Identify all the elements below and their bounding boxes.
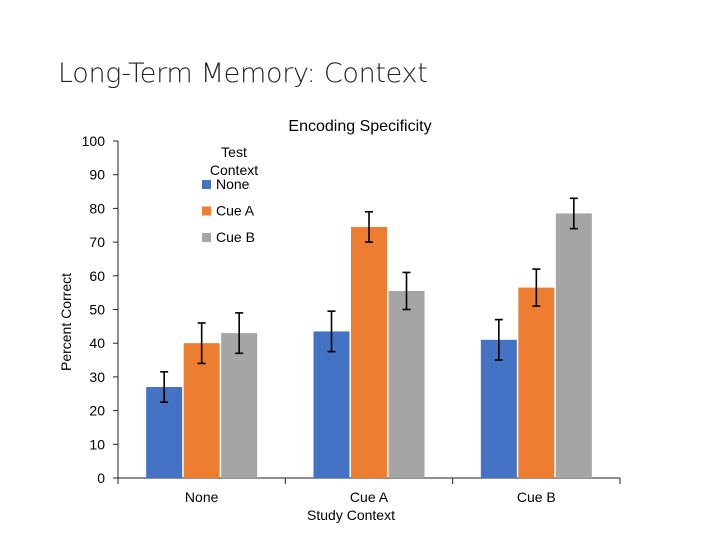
x-tick-label: Cue B: [517, 489, 556, 505]
y-tick-label: 10: [89, 436, 105, 452]
bar: [555, 213, 592, 478]
legend-swatch: [202, 180, 211, 189]
legend-entry: None: [216, 176, 250, 192]
y-tick-label: 60: [89, 268, 105, 284]
legend-title: Context: [210, 162, 258, 178]
y-tick-label: 20: [89, 403, 105, 419]
chart-bars: [146, 213, 592, 478]
bar: [183, 343, 220, 478]
x-tick-label: Cue A: [350, 489, 389, 505]
y-tick-label: 50: [89, 302, 105, 318]
y-tick-label: 40: [89, 335, 105, 351]
bar: [480, 339, 517, 478]
y-tick-label: 0: [97, 470, 105, 486]
chart-error-bars: [160, 197, 578, 403]
y-tick-label: 80: [89, 200, 105, 216]
y-tick-label: 90: [89, 167, 105, 183]
y-tick-label: 70: [89, 234, 105, 250]
x-tick-label: None: [185, 489, 219, 505]
legend-swatch: [202, 206, 211, 216]
legend-entry: Cue B: [216, 229, 255, 245]
bar: [388, 290, 425, 478]
legend-entry: Cue A: [216, 203, 255, 219]
y-tick-label: 30: [89, 369, 105, 385]
legend-swatch: [202, 233, 211, 242]
bar: [518, 287, 555, 478]
y-axis-label: Percent Correct: [58, 273, 74, 371]
legend-title: Test: [221, 144, 247, 160]
chart-title: Encoding Specificity: [288, 118, 431, 135]
bar: [221, 333, 258, 478]
x-axis-label: Study Context: [307, 507, 395, 523]
y-tick-label: 100: [82, 133, 106, 149]
bar: [351, 226, 387, 478]
bar: [313, 331, 350, 478]
slide-title: Long-Term Memory: Context: [58, 58, 428, 89]
